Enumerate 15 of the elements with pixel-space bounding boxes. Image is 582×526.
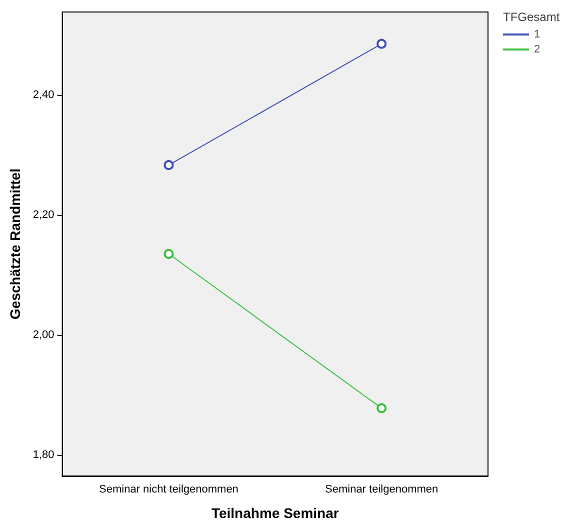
y-axis-title: Geschätzte Randmittel [7, 168, 23, 320]
point [376, 38, 387, 49]
legend-label: 1 [534, 28, 540, 40]
y-tick-label: 2,20 [32, 208, 54, 221]
legend-label: 2 [534, 44, 540, 56]
x-tick-label: Seminar nicht teilgenommen [99, 484, 238, 496]
y-tick-label: 2,00 [32, 328, 54, 341]
point [164, 248, 174, 259]
point [164, 160, 174, 170]
x-tick-label: Seminar teilgenommen [325, 484, 438, 496]
point [376, 403, 387, 414]
y-tick-label: 1,80 [32, 448, 54, 461]
x-axis-title: Teilnahme Seminar [211, 505, 340, 521]
y-tick-label: 2,40 [32, 88, 54, 101]
legend-title: TFGesamt [503, 10, 560, 24]
